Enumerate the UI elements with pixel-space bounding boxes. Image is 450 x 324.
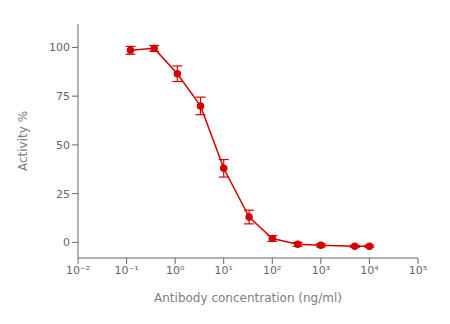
svg-text:10³: 10³ bbox=[312, 264, 330, 277]
svg-text:Activity %: Activity % bbox=[16, 111, 30, 171]
svg-text:100: 100 bbox=[49, 41, 70, 54]
svg-text:10²: 10² bbox=[263, 264, 281, 277]
svg-text:10⁵: 10⁵ bbox=[409, 264, 427, 277]
svg-text:10⁰: 10⁰ bbox=[166, 264, 185, 277]
svg-text:Antibody concentration (ng/ml): Antibody concentration (ng/ml) bbox=[154, 291, 342, 305]
svg-text:10⁴: 10⁴ bbox=[360, 264, 379, 277]
svg-text:25: 25 bbox=[56, 188, 70, 201]
svg-text:0: 0 bbox=[63, 236, 70, 249]
svg-text:10⁻²: 10⁻² bbox=[66, 264, 90, 277]
svg-text:10⁻¹: 10⁻¹ bbox=[114, 264, 138, 277]
svg-text:75: 75 bbox=[56, 90, 70, 103]
svg-text:50: 50 bbox=[56, 139, 70, 152]
svg-text:10¹: 10¹ bbox=[215, 264, 233, 277]
